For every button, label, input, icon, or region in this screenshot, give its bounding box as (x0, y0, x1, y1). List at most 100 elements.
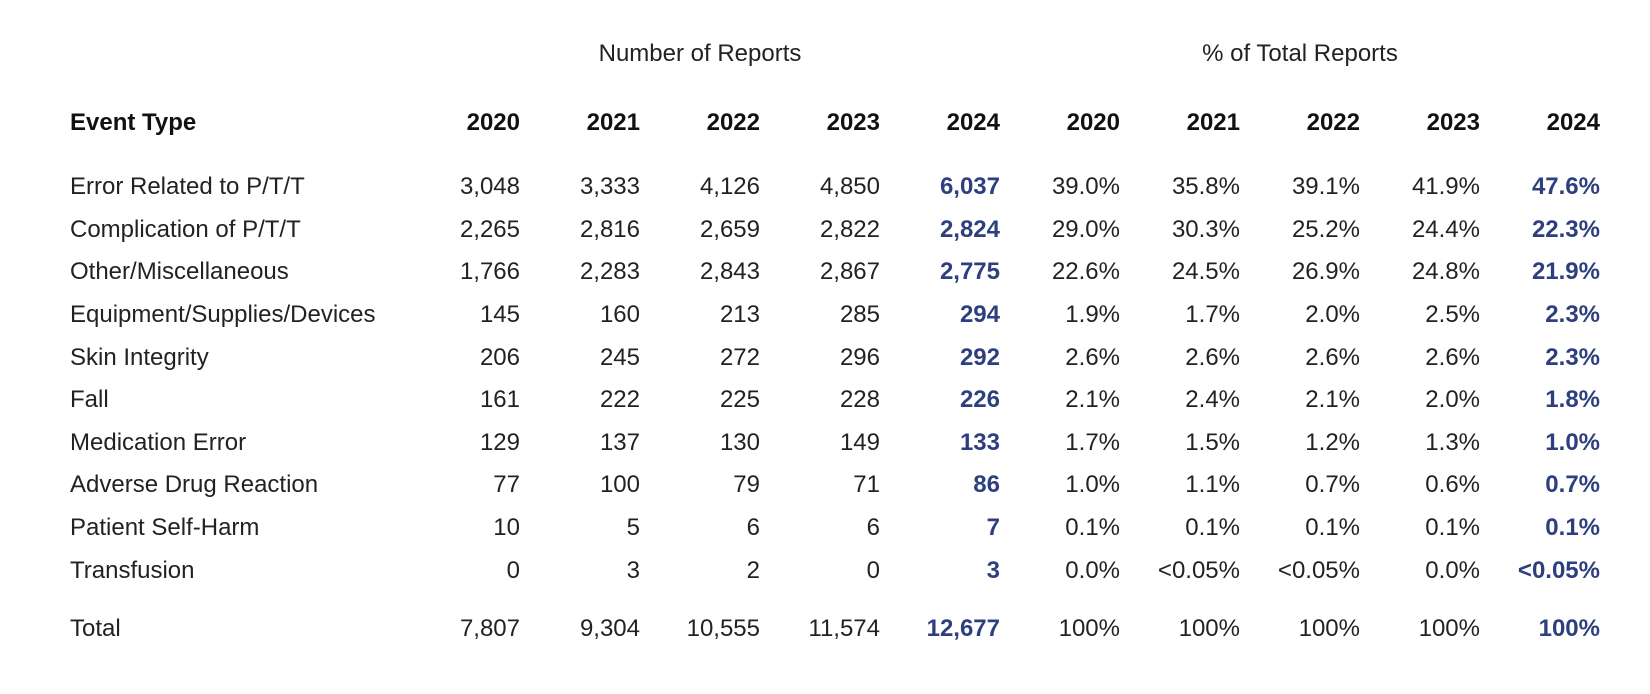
percent-cell: 1.7% (1065, 428, 1120, 456)
percent-cell: 2.3% (1545, 343, 1600, 371)
total-percent-cell: 100% (1178, 615, 1240, 643)
percent-cell: 0.7% (1545, 471, 1600, 499)
percent-cell: 0.0% (1065, 556, 1120, 584)
count-cell: 2,265 (459, 215, 520, 243)
event-type-label: Transfusion (70, 556, 195, 584)
count-cell: 129 (479, 428, 520, 456)
count-cell: 2,816 (579, 215, 640, 243)
count-cell: 3,333 (579, 173, 640, 201)
count-cell: 0 (866, 556, 880, 584)
count-cell: 0 (506, 556, 520, 584)
percent-cell: 30.3% (1171, 215, 1240, 243)
percent-cell: 24.5% (1171, 258, 1240, 286)
count-cell: 3 (986, 556, 1000, 584)
count-cell: 226 (959, 386, 1000, 414)
count-cell: 294 (959, 301, 1000, 329)
percent-cell: 0.1% (1305, 514, 1360, 542)
percent-cell: 29.0% (1051, 215, 1120, 243)
percent-cell: 39.0% (1051, 173, 1120, 201)
count-cell: 206 (479, 343, 520, 371)
event-type-label: Medication Error (70, 428, 247, 456)
count-year-header: 2022 (706, 109, 760, 136)
count-year-header: 2023 (826, 109, 880, 136)
table-row: Other/Miscellaneous 1,766 2,283 2,843 2,867 2… (70, 251, 1600, 294)
percent-cell: 22.6% (1051, 258, 1120, 286)
count-cell: 133 (959, 428, 1000, 456)
table-row: Fall 161 222 225 228 226 2.1% 2.4% 2.1% 2.0% 1.8% (70, 379, 1600, 422)
count-cell: 2,775 (939, 258, 1000, 286)
percent-of-total-header: % of Total Reports (1202, 40, 1398, 67)
percent-cell: 0.6% (1425, 471, 1480, 499)
spacer-row (70, 592, 1600, 608)
count-cell: 296 (839, 343, 880, 371)
count-cell: 137 (599, 428, 640, 456)
percent-cell: 1.5% (1185, 428, 1240, 456)
count-year-header: 2020 (466, 109, 520, 136)
event-type-label: Other/Miscellaneous (70, 258, 289, 286)
count-cell: 160 (599, 301, 640, 329)
percent-cell: 2.6% (1065, 343, 1120, 371)
table-body: Error Related to P/T/T 3,048 3,333 4,126 4,8… (70, 154, 1600, 592)
percent-cell: 2.6% (1425, 343, 1480, 371)
percent-cell: 2.1% (1305, 386, 1360, 414)
count-cell: 222 (599, 386, 640, 414)
count-cell: 6 (866, 514, 880, 542)
count-cell: 86 (973, 471, 1000, 499)
total-percent-cell: 100% (1058, 615, 1120, 643)
count-cell: 7 (986, 514, 1000, 542)
percent-cell: 1.7% (1185, 301, 1240, 329)
total-count-cell: 12,677 (926, 615, 1000, 643)
table-row: Skin Integrity 206 245 272 296 292 2.6% 2.6% 2.6… (70, 336, 1600, 379)
count-cell: 213 (719, 301, 760, 329)
percent-cell: 1.1% (1185, 471, 1240, 499)
count-cell: 2 (746, 556, 760, 584)
count-cell: 2,867 (819, 258, 880, 286)
percent-cell: 22.3% (1531, 215, 1600, 243)
percent-cell: 24.8% (1411, 258, 1480, 286)
count-cell: 10 (493, 514, 520, 542)
count-cell: 228 (839, 386, 880, 414)
percent-year-header: 2021 (1186, 109, 1240, 136)
count-cell: 2,824 (939, 215, 1000, 243)
count-year-header: 2024 (946, 109, 1000, 136)
count-cell: 225 (719, 386, 760, 414)
count-cell: 149 (839, 428, 880, 456)
percent-cell: 1.0% (1065, 471, 1120, 499)
percent-cell: 39.1% (1291, 173, 1360, 201)
percent-cell: 1.0% (1545, 428, 1600, 456)
percent-cell: 24.4% (1411, 215, 1480, 243)
count-cell: 3 (626, 556, 640, 584)
table-row: Adverse Drug Reaction 77 100 79 71 86 1.0% 1.1%… (70, 464, 1600, 507)
count-cell: 100 (599, 471, 640, 499)
percent-cell: 2.4% (1185, 386, 1240, 414)
table-row: Medication Error 129 137 130 149 133 1.7% 1.5% 1… (70, 422, 1600, 465)
event-type-table: Event Type 2020 2021 2022 2023 2024 2020… (70, 92, 1600, 651)
total-count-cell: 7,807 (459, 615, 520, 643)
percent-cell: 1.3% (1425, 428, 1480, 456)
percent-cell: 2.0% (1305, 301, 1360, 329)
percent-cell: <0.05% (1517, 556, 1600, 584)
event-type-label: Error Related to P/T/T (70, 173, 305, 201)
count-cell: 77 (493, 471, 520, 499)
count-cell: 6 (746, 514, 760, 542)
total-label: Total (70, 615, 121, 643)
count-cell: 5 (626, 514, 640, 542)
count-cell: 245 (599, 343, 640, 371)
count-cell: 2,822 (819, 215, 880, 243)
event-type-label: Skin Integrity (70, 343, 209, 371)
percent-cell: 1.9% (1065, 301, 1120, 329)
count-cell: 2,283 (579, 258, 640, 286)
percent-cell: 2.1% (1065, 386, 1120, 414)
spacer-row (70, 154, 1600, 166)
percent-cell: 1.2% (1305, 428, 1360, 456)
event-type-label: Patient Self-Harm (70, 514, 260, 542)
count-cell: 71 (853, 471, 880, 499)
total-percent-cell: 100% (1298, 615, 1360, 643)
percent-cell: 1.8% (1545, 386, 1600, 414)
percent-cell: 47.6% (1531, 173, 1600, 201)
total-row: Total 7,807 9,304 10,555 11,574 12,677 1… (70, 608, 1600, 651)
count-cell: 285 (839, 301, 880, 329)
percent-year-header: 2023 (1426, 109, 1480, 136)
table-row: Error Related to P/T/T 3,048 3,333 4,126 4,8… (70, 166, 1600, 209)
